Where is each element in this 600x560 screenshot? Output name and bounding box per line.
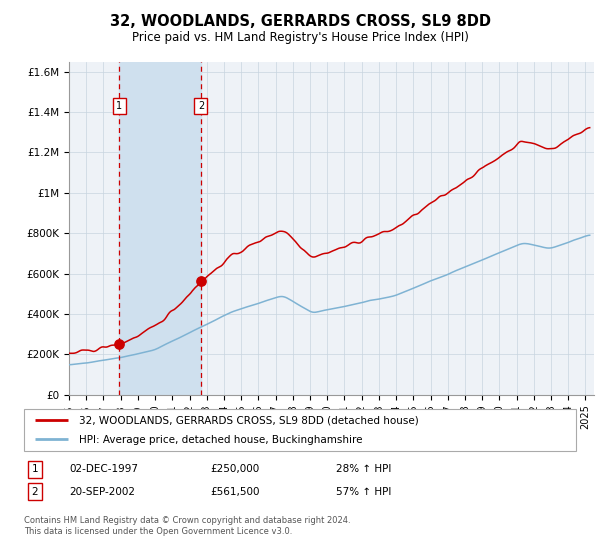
Text: 32, WOODLANDS, GERRARDS CROSS, SL9 8DD (detached house): 32, WOODLANDS, GERRARDS CROSS, SL9 8DD (… (79, 416, 419, 426)
Text: Contains HM Land Registry data © Crown copyright and database right 2024.
This d: Contains HM Land Registry data © Crown c… (24, 516, 350, 536)
Bar (119, 62, 201, 395)
Text: 20-SEP-2002: 20-SEP-2002 (69, 487, 135, 497)
FancyBboxPatch shape (24, 409, 576, 451)
Text: 57% ↑ HPI: 57% ↑ HPI (336, 487, 391, 497)
Text: HPI: Average price, detached house, Buckinghamshire: HPI: Average price, detached house, Buck… (79, 435, 362, 445)
Point (196, 277, 206, 286)
Text: £561,500: £561,500 (210, 487, 260, 497)
Text: £250,000: £250,000 (210, 464, 259, 474)
Text: 28% ↑ HPI: 28% ↑ HPI (336, 464, 391, 474)
Text: 2: 2 (198, 101, 204, 111)
Text: Price paid vs. HM Land Registry's House Price Index (HPI): Price paid vs. HM Land Registry's House … (131, 31, 469, 44)
Text: 2: 2 (31, 487, 38, 497)
Text: 1: 1 (116, 101, 122, 111)
Point (115, 340, 124, 349)
Text: 32, WOODLANDS, GERRARDS CROSS, SL9 8DD: 32, WOODLANDS, GERRARDS CROSS, SL9 8DD (110, 14, 491, 29)
Text: 1: 1 (31, 464, 38, 474)
Text: 02-DEC-1997: 02-DEC-1997 (69, 464, 138, 474)
